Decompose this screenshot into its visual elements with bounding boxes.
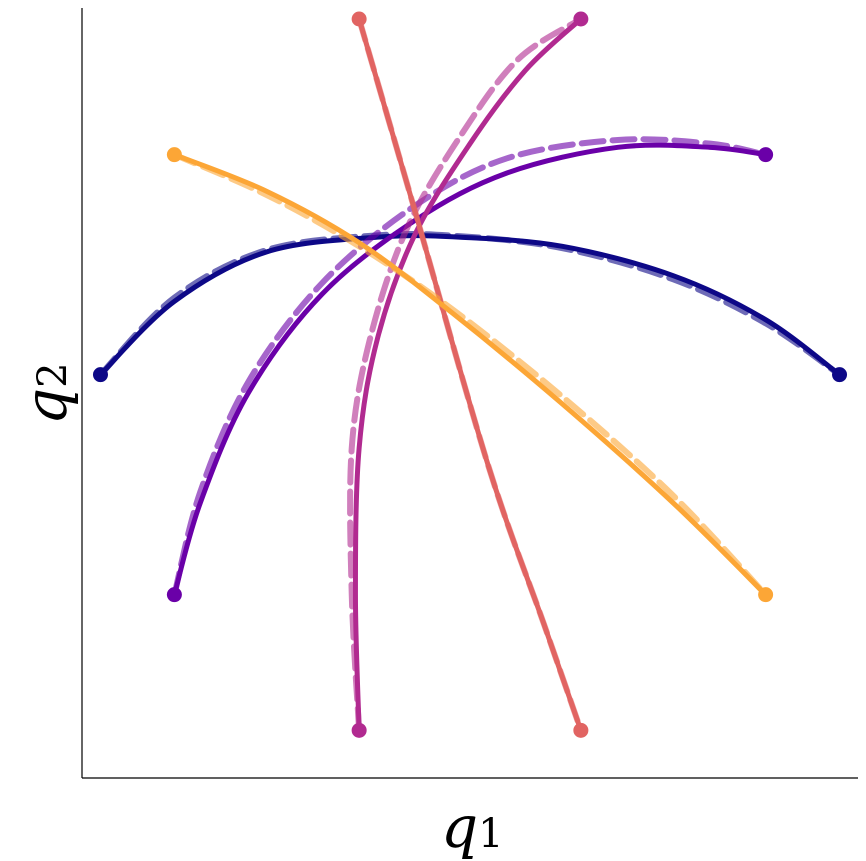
endpoint-marker-2-end [758, 147, 774, 163]
curves-layer [97, 16, 843, 734]
trajectory-curve-3 [352, 16, 584, 733]
endpoint-markers-layer [92, 11, 848, 738]
endpoint-marker-2-start [166, 587, 182, 603]
endpoint-marker-4-end [573, 722, 589, 738]
endpoint-marker-5-end [758, 587, 774, 603]
trajectory-curve-2 [171, 142, 769, 598]
y-axis-label-symbol: q [12, 388, 80, 425]
y-axis-label-subscript: 2 [30, 362, 76, 387]
reference-curve-2 [171, 136, 769, 598]
reference-curve-3 [347, 16, 584, 734]
endpoint-marker-5-start [166, 147, 182, 163]
endpoint-marker-3-start [351, 722, 367, 738]
reference-curve-5 [171, 151, 769, 598]
y-axis-label: q2 [12, 362, 80, 425]
reference-curve-1 [97, 230, 843, 378]
trajectory-curve-1 [97, 233, 843, 378]
endpoint-marker-1-end [832, 367, 848, 383]
x-axis-label: q1 [441, 793, 504, 861]
endpoint-marker-1-start [92, 367, 108, 383]
trajectory-curve-5 [171, 152, 769, 598]
endpoint-marker-3-end [573, 11, 589, 27]
x-axis-label-symbol: q [441, 793, 478, 861]
x-axis-label-subscript: 1 [478, 811, 503, 857]
trajectory-curve-4 [356, 16, 584, 733]
endpoint-marker-4-start [351, 11, 367, 27]
